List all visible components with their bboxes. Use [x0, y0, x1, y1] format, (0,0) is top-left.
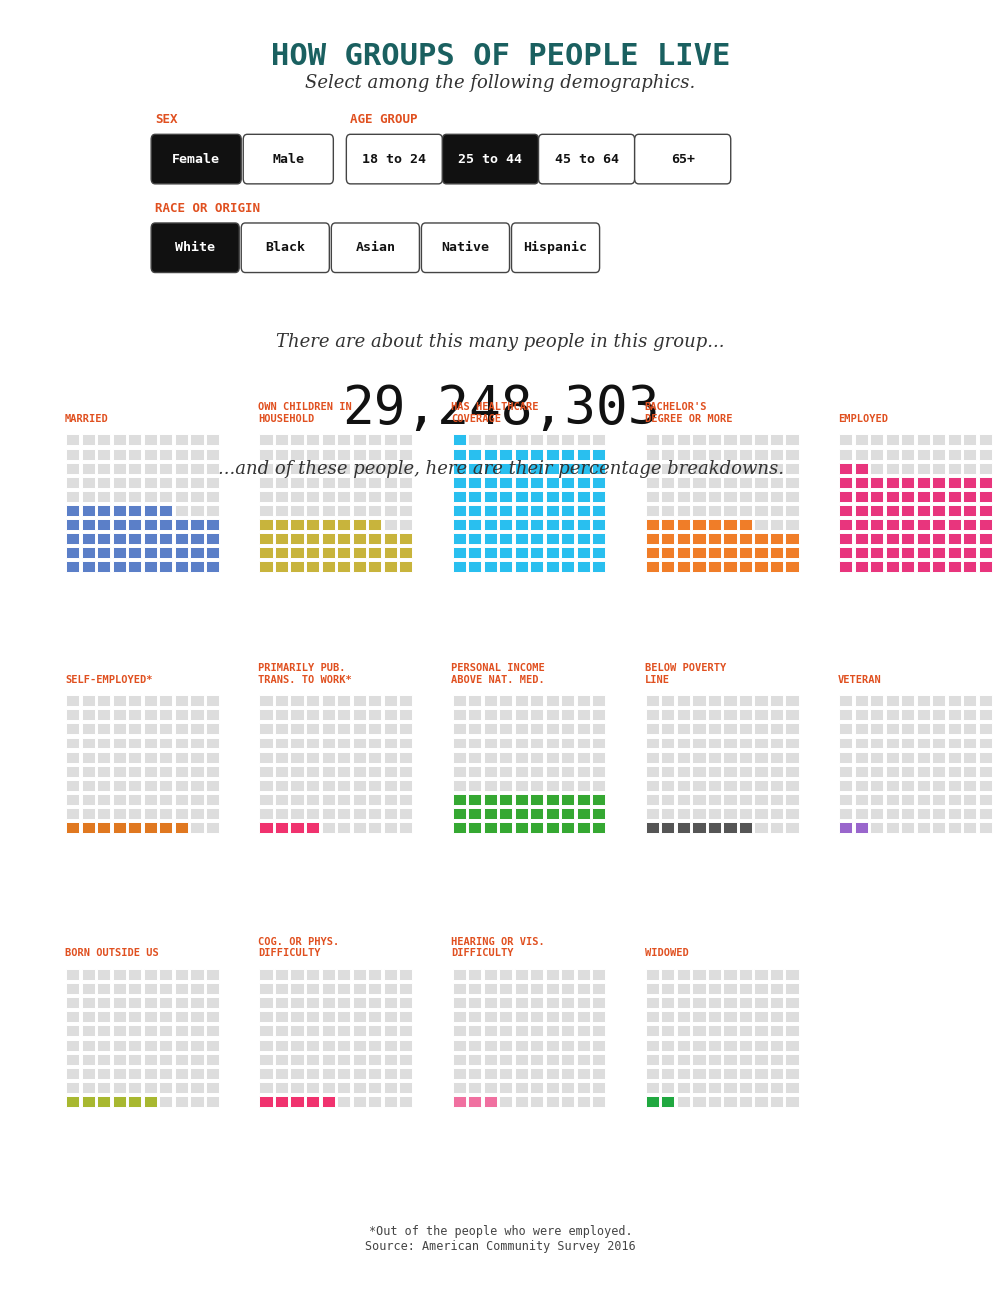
Text: White: White [175, 241, 215, 254]
Text: Hispanic: Hispanic [524, 241, 588, 254]
Text: There are about this many people in this group...: There are about this many people in this… [276, 333, 725, 351]
Text: 65+: 65+ [671, 153, 695, 166]
Text: 25 to 44: 25 to 44 [458, 153, 523, 166]
Text: EMPLOYED: EMPLOYED [838, 413, 888, 424]
Text: ...and of these people, here are their percentage breakdowns.: ...and of these people, here are their p… [217, 460, 784, 479]
Text: BELOW POVERTY
LINE: BELOW POVERTY LINE [645, 662, 726, 685]
Text: 18 to 24: 18 to 24 [362, 153, 426, 166]
Text: 29,248,303: 29,248,303 [341, 383, 660, 436]
Text: Female: Female [172, 153, 220, 166]
Text: HAS HEALTHCARE
COVERAGE: HAS HEALTHCARE COVERAGE [451, 402, 539, 424]
Text: SEX: SEX [155, 113, 177, 126]
Text: 45 to 64: 45 to 64 [555, 153, 619, 166]
Text: Asian: Asian [355, 241, 395, 254]
Text: SELF-EMPLOYED*: SELF-EMPLOYED* [65, 674, 152, 685]
Text: BACHELOR'S
DEGREE OR MORE: BACHELOR'S DEGREE OR MORE [645, 402, 732, 424]
Text: HEARING OR VIS.
DIFFICULTY: HEARING OR VIS. DIFFICULTY [451, 936, 546, 958]
Text: WIDOWED: WIDOWED [645, 948, 689, 958]
Text: Select among the following demographics.: Select among the following demographics. [305, 74, 696, 93]
Text: PRIMARILY PUB.
TRANS. TO WORK*: PRIMARILY PUB. TRANS. TO WORK* [258, 662, 352, 685]
Text: RACE OR ORIGIN: RACE OR ORIGIN [155, 202, 260, 215]
Text: *Out of the people who were employed.
Source: American Community Survey 2016: *Out of the people who were employed. So… [365, 1224, 636, 1253]
Text: AGE GROUP: AGE GROUP [350, 113, 417, 126]
Text: PERSONAL INCOME
ABOVE NAT. MED.: PERSONAL INCOME ABOVE NAT. MED. [451, 662, 546, 685]
Text: VETERAN: VETERAN [838, 674, 882, 685]
Text: BORN OUTSIDE US: BORN OUTSIDE US [65, 948, 159, 958]
Text: Black: Black [265, 241, 305, 254]
Text: HOW GROUPS OF PEOPLE LIVE: HOW GROUPS OF PEOPLE LIVE [271, 42, 730, 70]
Text: OWN CHILDREN IN
HOUSEHOLD: OWN CHILDREN IN HOUSEHOLD [258, 402, 352, 424]
Text: COG. OR PHYS.
DIFFICULTY: COG. OR PHYS. DIFFICULTY [258, 936, 339, 958]
Text: Native: Native [441, 241, 489, 254]
Text: MARRIED: MARRIED [65, 413, 109, 424]
Text: Male: Male [272, 153, 304, 166]
